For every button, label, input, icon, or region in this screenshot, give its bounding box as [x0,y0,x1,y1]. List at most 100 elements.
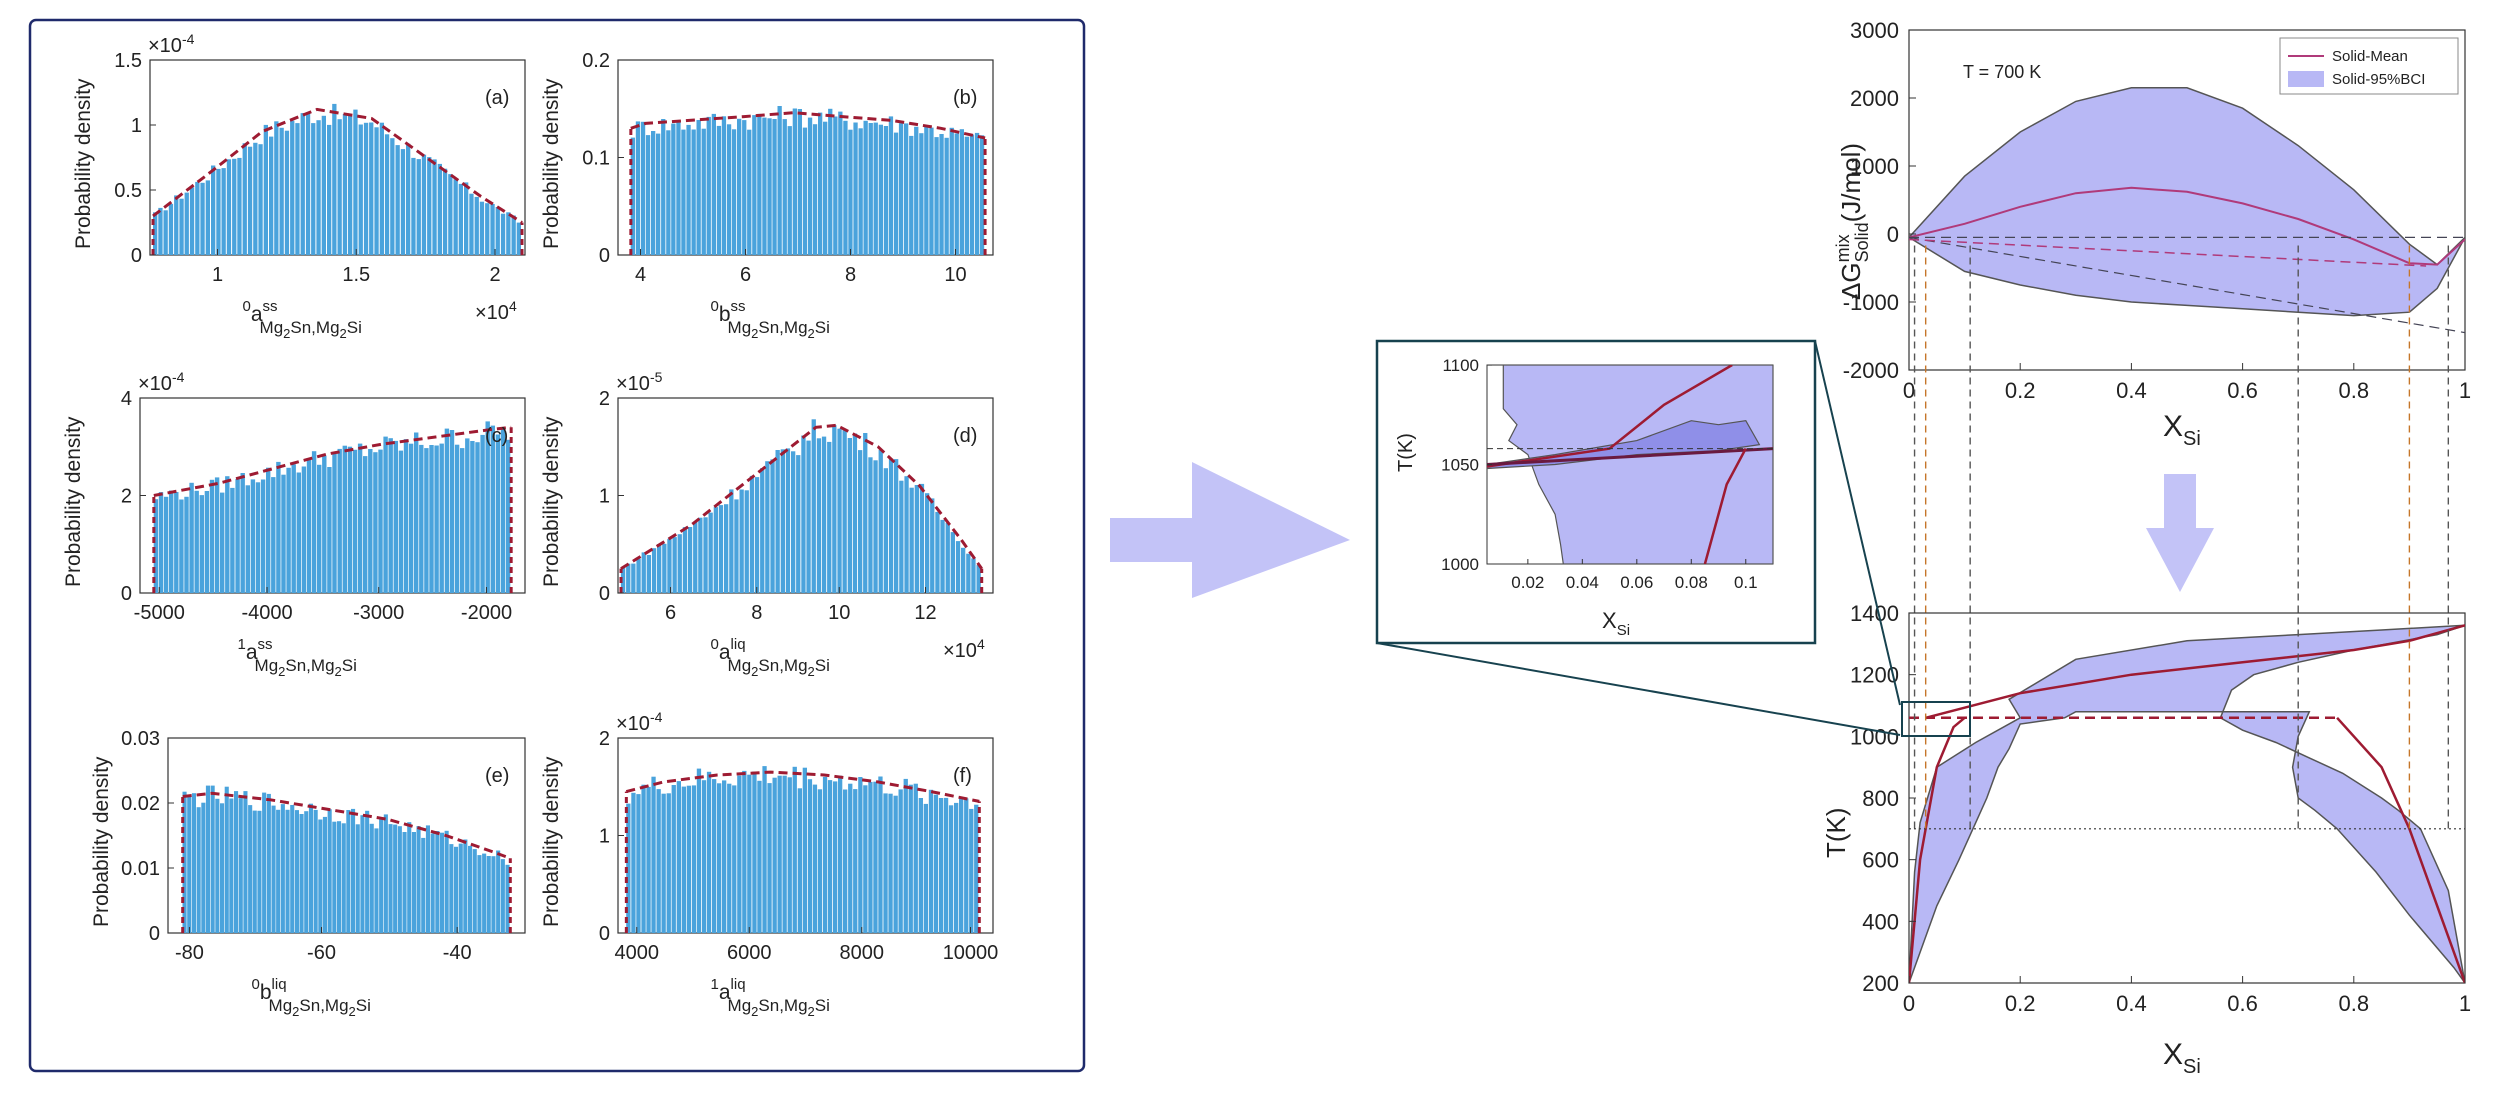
label-end: Si [347,318,362,337]
histogram-bar [833,781,838,933]
histogram-bar [253,142,258,255]
bci-band [1909,87,2465,317]
y-scale-exponent: ×10-4 [616,709,663,735]
histogram-bar [661,793,666,933]
label-sub3: 2 [349,1004,356,1019]
histogram-bar [843,789,848,933]
histogram-bar [641,552,646,593]
histogram-bar [681,129,686,255]
histogram-bar [174,195,179,255]
x-scale-exponent: ×104 [943,636,985,662]
label-sub2: 2 [751,1004,758,1019]
histogram-bar [184,496,189,593]
histogram-bar [883,126,889,255]
histogram-bar [754,477,760,593]
exp-power: -4 [650,709,663,725]
histogram-bar [807,779,813,933]
y-tick-label: 800 [1862,786,1899,811]
histogram-bar [327,809,332,933]
x-tick-label: 0.04 [1566,573,1599,592]
histogram-bar [322,455,327,593]
zoom-region-marker [1901,701,1971,737]
x-scale-exponent: ×104 [475,298,517,324]
y-tick-label: 0.2 [582,50,610,72]
histogram-bar [179,499,184,593]
label-sub: Mg [728,318,752,337]
histogram-bar [883,468,888,593]
legend-mean-label: Solid-Mean [2332,48,2408,65]
histogram-bar [752,771,757,933]
y-axis-label: Probability density [540,416,563,587]
histogram-bar [785,448,791,593]
histogram-bar [234,791,239,933]
histogram-bar [737,118,742,255]
histogram-bar [322,816,327,933]
histogram-bar [878,124,883,255]
histogram-bar [888,458,894,593]
histogram-bar [935,511,940,593]
histogram-bar [718,505,724,593]
histogram-bar [184,192,189,255]
label-sub: Mg [260,318,284,337]
label-sup: liq [731,636,746,653]
histogram-bar [238,798,243,933]
histogram-bar [458,843,463,933]
histogram-bar [232,158,237,255]
histogram-bar [767,783,772,933]
histogram-bar [832,425,837,593]
histogram-bar [271,805,276,933]
histogram-bar [384,134,390,255]
label-main: b [260,981,272,1004]
phase-x-label: XSi [2163,1038,2201,1078]
histogram-bar [383,436,388,593]
histogram-bar [925,493,930,593]
histogram-bar [828,108,833,255]
histogram-bar [918,798,923,933]
histogram-bar [495,207,500,255]
histogram-bar [402,832,407,933]
histogram-bar [816,438,822,593]
y-tick-label: 1 [599,826,610,848]
histogram-bar [757,113,762,256]
histogram-bar [687,527,693,593]
histogram-bar [640,121,646,255]
y-tick-label: 2000 [1850,86,1899,111]
x-tick-label: 8 [845,264,856,286]
label-sub: Mg [728,656,752,675]
histogram-bar [406,143,411,255]
label-mid: Sn,Mg [758,318,807,337]
x-tick-label: 6000 [727,942,772,964]
histogram-bar [491,856,496,933]
histogram-bar [355,824,360,933]
histogram-bar [971,558,976,593]
histogram-bar [482,853,487,933]
histogram-bar [421,154,427,255]
histogram-bar [280,804,285,933]
histogram-bar [858,777,863,933]
histogram-bar [189,187,195,255]
label-mid: Sn,Mg [290,318,339,337]
histogram-bar [191,793,196,933]
energy-x-label: XSi [2163,410,2201,450]
histogram-bar [626,563,631,593]
x-tick-label: 0.08 [1675,573,1708,592]
histogram-bar [258,144,263,255]
histogram-bar [677,534,682,593]
y-axis-label: Probability density [540,78,563,249]
histogram-bar [453,179,458,255]
histogram-bar [706,116,711,256]
histogram-bar [762,117,767,255]
x-tick-label: 8000 [840,942,885,964]
histogram-bar [205,180,210,255]
x-tick-label: 6 [665,602,676,624]
histogram-bar [358,124,363,255]
histogram-bar [682,527,688,593]
x-tick-label: 10 [828,602,850,624]
label-pre: 0 [252,976,260,993]
histogram-bar [383,814,388,933]
subplot-tag: (a) [485,87,509,109]
histogram-bar [873,781,878,933]
y-tick-label: 1050 [1441,456,1479,475]
histogram-bar [266,467,271,593]
histogram-bar [468,845,473,933]
